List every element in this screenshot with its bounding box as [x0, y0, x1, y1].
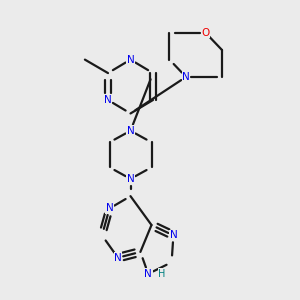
Text: N: N	[127, 174, 134, 184]
Text: N: N	[106, 203, 113, 214]
Text: N: N	[104, 95, 112, 105]
Text: O: O	[201, 28, 210, 38]
Text: N: N	[114, 253, 122, 263]
Text: N: N	[127, 55, 134, 64]
Text: N: N	[144, 269, 152, 279]
Text: N: N	[169, 230, 177, 240]
Text: N: N	[182, 72, 190, 82]
Text: N: N	[127, 126, 134, 136]
Text: H: H	[158, 269, 165, 279]
